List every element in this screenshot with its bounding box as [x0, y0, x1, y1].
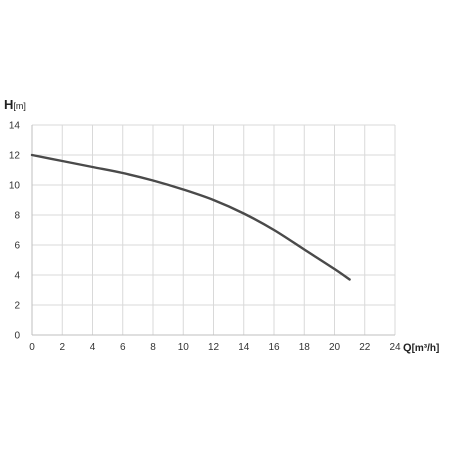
x-tick-label: 6: [120, 342, 126, 353]
y-tick-labels: 0 2 4 6 8 10 12 14: [9, 121, 21, 342]
y-axis-title: H[m]: [4, 97, 26, 112]
axes: [31, 125, 395, 336]
y-tick-label: 6: [14, 241, 20, 252]
x-tick-label: 2: [59, 342, 65, 353]
series-layer: [30, 153, 351, 281]
y-tick-label: 4: [14, 271, 20, 282]
x-tick-label: 18: [299, 342, 311, 353]
x-tick-label: 0: [29, 342, 35, 353]
x-tick-label: 12: [208, 342, 220, 353]
x-tick-label: 16: [268, 342, 280, 353]
x-tick-label: 4: [90, 342, 96, 353]
y-axis-label-unit: [m]: [13, 101, 26, 111]
x-tick-labels: 0 2 4 6 8 10 12 14 16 18 20 22 24: [29, 342, 401, 353]
x-tick-label: 8: [150, 342, 156, 353]
series-line: [30, 153, 351, 281]
y-axis-label-main: H: [4, 97, 13, 112]
x-tick-label: 22: [359, 342, 371, 353]
y-tick-label: 8: [14, 211, 20, 222]
x-tick-label: 24: [389, 342, 401, 353]
x-axis-label-unit: [m³/h]: [412, 343, 440, 354]
y-tick-label: 14: [9, 121, 21, 132]
x-axis-label-main: Q: [403, 342, 412, 354]
y-tick-label: 12: [9, 151, 21, 162]
x-tick-label: 14: [238, 342, 250, 353]
x-tick-label: 20: [329, 342, 341, 353]
y-tick-label: 10: [9, 181, 21, 192]
grid-lines: [32, 124, 396, 335]
x-tick-label: 10: [178, 342, 190, 353]
y-tick-label: 2: [14, 301, 20, 312]
y-tick-label: 0: [14, 331, 20, 342]
x-axis-title: Q[m³/h]: [403, 342, 439, 354]
